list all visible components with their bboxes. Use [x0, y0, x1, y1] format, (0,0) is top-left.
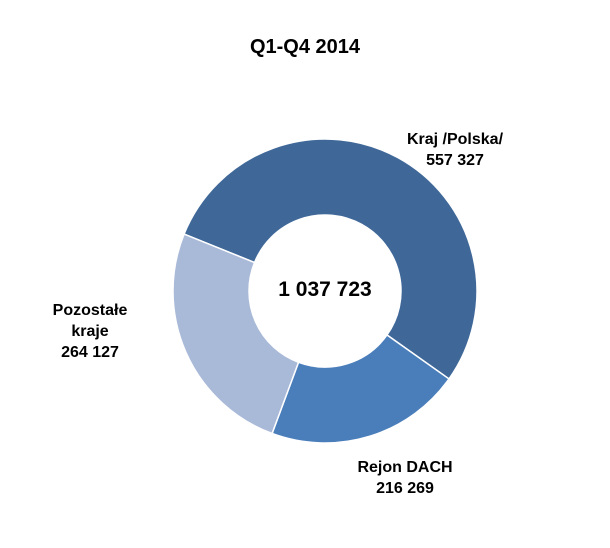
slice-pozostale-kraje — [172, 233, 300, 435]
slice-label-name: Pozostałe kraje — [52, 302, 128, 340]
slice-label-name: Kraj /Polska/ — [406, 131, 504, 148]
slice-label-name: Rejon DACH — [357, 459, 453, 476]
slice-label-kraj-polska: Kraj /Polska/ 557 327 — [380, 129, 530, 171]
chart-title: Q1-Q4 2014 — [249, 36, 361, 58]
slice-label-pozostale-kraje: Pozostałe kraje 264 127 — [20, 300, 160, 363]
slice-kraj-polska — [183, 138, 478, 380]
slice-label-value: 264 127 — [61, 344, 119, 361]
slice-label-rejon-dach: Rejon DACH 216 269 — [330, 457, 480, 499]
slice-label-value: 216 269 — [376, 480, 434, 497]
donut-center-total: 1 037 723 — [278, 278, 372, 301]
slice-rejon-dach — [271, 333, 451, 444]
slice-label-value: 557 327 — [426, 152, 484, 169]
